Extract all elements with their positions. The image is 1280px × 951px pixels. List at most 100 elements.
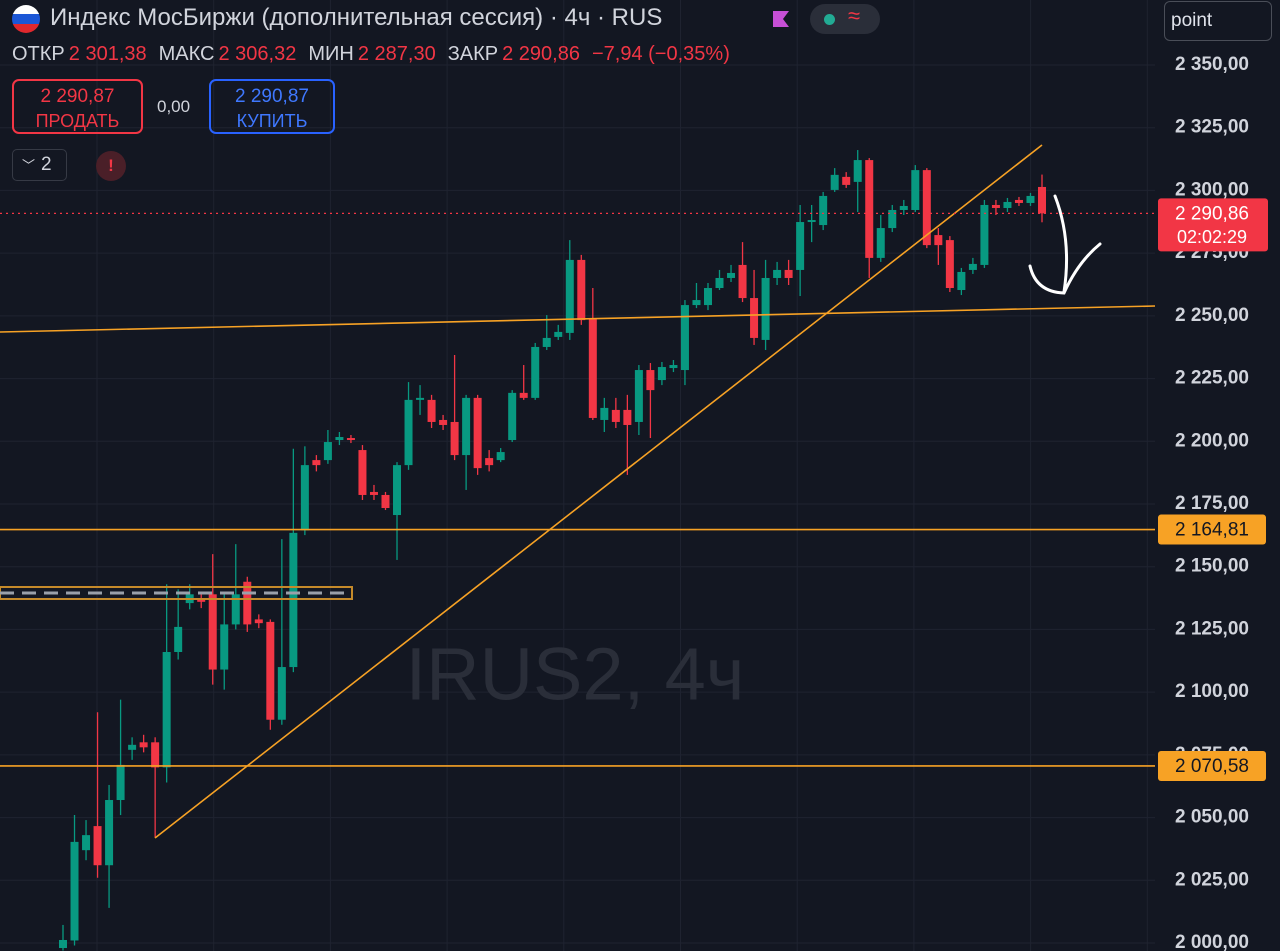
ohlc-value: 2 301,38 (68, 43, 147, 65)
candle-body (116, 764, 125, 801)
candle-body (404, 399, 413, 466)
candle-body (899, 205, 908, 210)
candle-body (485, 458, 494, 466)
candle-body (439, 419, 448, 425)
candle-body (220, 624, 229, 670)
candle-body (427, 399, 436, 422)
buy-button[interactable]: 2 290,87 КУПИТЬ (209, 79, 335, 134)
candle-body (911, 170, 920, 210)
candle-body (796, 222, 805, 270)
candle-body (128, 744, 137, 750)
y-tick-label: 2 175,00 (1175, 493, 1249, 514)
candle-body (623, 409, 632, 425)
candle-body (231, 594, 240, 625)
candle-body (105, 800, 114, 866)
flag-marker[interactable] (770, 9, 792, 29)
y-tick-label: 2 100,00 (1175, 681, 1249, 702)
spread: 0,00 (157, 97, 191, 116)
candle-body (957, 271, 966, 291)
flag-icon (12, 5, 40, 33)
y-tick-label: 2 300,00 (1175, 179, 1249, 200)
candle-body (715, 277, 724, 289)
ohlc-key: МАКС (158, 43, 215, 65)
indicators-toggle[interactable]: ﹀ 2 (12, 149, 67, 181)
candle-body (588, 318, 597, 418)
candle-body (70, 841, 79, 941)
candle-body (93, 826, 102, 866)
candle-body (945, 240, 954, 289)
sell-price: 2 290,87 (40, 86, 115, 107)
candle-body (266, 621, 275, 720)
candle-body (462, 397, 471, 456)
ohlc-key: МИН (308, 43, 354, 65)
candle-body (692, 300, 701, 306)
candle-body (669, 365, 678, 369)
candle-body (611, 409, 620, 422)
candle-body (991, 204, 1000, 208)
plot (59, 150, 1046, 951)
candle-body (554, 331, 563, 337)
hand-arrow (1028, 194, 1102, 295)
candle-body (1026, 195, 1035, 203)
candle-body (577, 259, 586, 321)
candle-body (82, 835, 91, 851)
candle-body (277, 667, 286, 720)
ohlc-key: ОТКР (12, 43, 65, 65)
candle-body (784, 269, 793, 278)
buy-label: КУПИТЬ (236, 111, 308, 131)
candle-body (807, 220, 816, 223)
level-label: 2 164,81 (1175, 520, 1249, 541)
ohlc-key: ЗАКР (447, 43, 499, 65)
candle-body (473, 397, 482, 469)
sell-button[interactable]: 2 290,87 ПРОДАТЬ (12, 79, 143, 134)
y-tick-label: 2 025,00 (1175, 869, 1249, 890)
candle-body (254, 619, 263, 624)
error-badge[interactable]: ! (96, 151, 126, 181)
candle-body (151, 742, 160, 768)
candle-body (519, 392, 528, 398)
candle-body (738, 264, 747, 299)
candle-body (646, 370, 655, 391)
candle-body (865, 160, 874, 258)
candle-body (174, 626, 183, 653)
candle-body (323, 442, 332, 461)
level-tag (1158, 750, 1266, 781)
search-box[interactable]: point (1164, 1, 1272, 41)
y-tick-label: 2 150,00 (1175, 556, 1249, 577)
last-price-tag (1158, 198, 1268, 252)
candle-body (634, 370, 643, 422)
level-label: 2 070,58 (1175, 756, 1249, 777)
candle-body (1014, 199, 1023, 203)
candle-body (369, 491, 378, 495)
candle-body (657, 367, 666, 381)
candle-body (888, 209, 897, 229)
candle-body (750, 298, 759, 338)
y-tick-label: 2 250,00 (1175, 305, 1249, 326)
candle-body (243, 581, 252, 625)
candle-body (358, 450, 367, 495)
status-dot (824, 14, 835, 25)
candle-body (830, 174, 839, 190)
candle-body (680, 305, 689, 371)
candle-body (600, 407, 609, 420)
candle-body (162, 652, 171, 768)
candle-body (727, 272, 736, 278)
candle-body (761, 277, 770, 340)
grid (0, 0, 1155, 951)
y-tick-label: 2 050,00 (1175, 807, 1249, 828)
candle-body (346, 438, 355, 441)
ohlc-change: −7,94 (−0,35%) (591, 43, 730, 65)
last-price-label: 2 290,86 (1175, 203, 1249, 224)
candle-body (59, 939, 67, 949)
candle-body (1038, 186, 1046, 214)
status-pill[interactable]: ≈ (810, 3, 880, 34)
y-tick-label: 2 350,00 (1175, 54, 1249, 75)
candle-body (934, 235, 943, 246)
symbol-title[interactable]: Индекс МосБиржи (дополнительная сессия) … (50, 4, 663, 31)
candle-body (968, 263, 977, 270)
indicators-count: 2 (41, 154, 52, 175)
candle-body (393, 465, 402, 516)
candle-body (300, 465, 309, 531)
